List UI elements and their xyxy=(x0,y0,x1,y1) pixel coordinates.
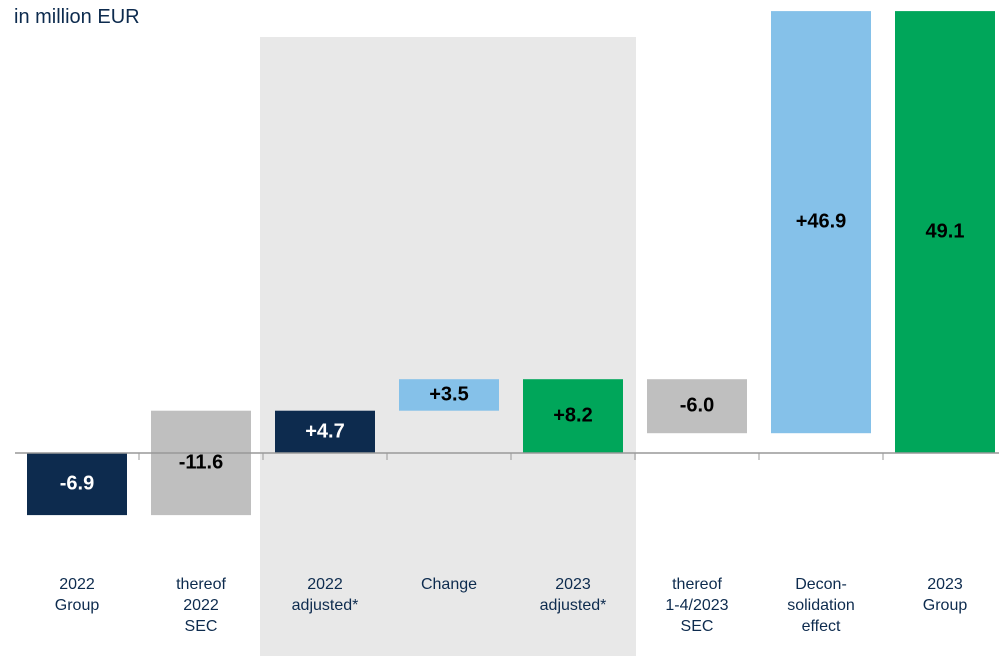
bar xyxy=(27,453,127,516)
x-tick-label: 2022 adjusted* xyxy=(291,576,359,614)
bar xyxy=(523,379,623,453)
bar xyxy=(771,11,871,434)
x-tick-label: 2023 Group xyxy=(922,576,968,614)
value-label: -11.6 xyxy=(178,451,224,474)
x-tick-label: thereof 1-4/2023 SEC xyxy=(665,576,729,635)
x-tick-label: 2023 adjusted* xyxy=(539,576,607,614)
value-label: +46.9 xyxy=(795,210,847,233)
bar xyxy=(275,410,375,453)
x-tick-label: thereof 2022 SEC xyxy=(176,576,226,635)
value-label: 49.1 xyxy=(925,220,965,243)
subtitle: in million EUR xyxy=(14,6,140,28)
bar xyxy=(647,379,747,434)
x-tick-label: 2022 Group xyxy=(54,576,100,614)
value-label: +8.2 xyxy=(553,404,593,427)
value-label: +3.5 xyxy=(429,383,469,406)
value-label: -6.9 xyxy=(59,472,95,495)
bar xyxy=(895,11,995,453)
highlight-band xyxy=(260,37,636,656)
value-label: -6.0 xyxy=(679,394,715,417)
bar xyxy=(399,379,499,411)
x-tick-label: Decon- solidation effect xyxy=(787,576,855,635)
x-tick-label: Change xyxy=(420,576,478,593)
bar xyxy=(151,410,251,516)
value-label: +4.7 xyxy=(305,420,345,443)
